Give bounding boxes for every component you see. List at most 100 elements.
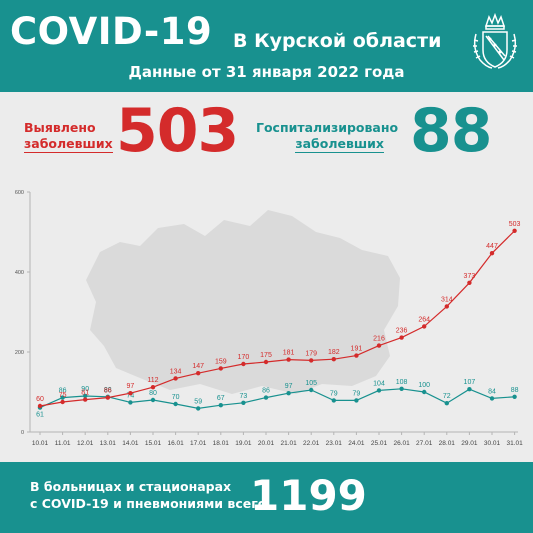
hospitalized-data-label: 88: [104, 387, 112, 394]
detected-data-label: 159: [215, 358, 227, 365]
hospitalized-point: [489, 396, 495, 401]
detected-point: [309, 358, 314, 363]
hospitalized-data-label: 108: [396, 379, 408, 386]
hospitalized-point: [263, 395, 269, 400]
detected-label: Выявлено заболевших: [24, 120, 113, 153]
hospitalized-data-label: 70: [172, 394, 180, 401]
detected-data-label: 81: [81, 390, 89, 397]
page-title: COVID-19: [10, 10, 213, 53]
coat-of-arms-icon: [473, 12, 517, 69]
detected-point: [150, 385, 156, 390]
detected-data-label: 373: [464, 273, 476, 280]
detected-data-label: 170: [238, 354, 250, 361]
hospitalized-data-label: 59: [194, 398, 202, 405]
hospitalized-data-label: 84: [488, 388, 496, 395]
hospitalized-point: [444, 401, 449, 406]
hospitalized-point: [128, 400, 133, 405]
detected-data-label: 314: [441, 296, 453, 303]
hospitalized-point: [218, 403, 223, 408]
x-tick-label: 13.01: [100, 440, 117, 447]
hospitalized-data-label: 88: [511, 387, 519, 394]
detected-point: [286, 357, 291, 362]
x-tick-label: 26.01: [393, 440, 410, 447]
detected-point: [354, 353, 359, 358]
x-tick-label: 22.01: [303, 440, 320, 447]
x-tick-label: 30.01: [484, 440, 501, 447]
hospitalized-data-label: 107: [464, 379, 476, 386]
hospitalized-data-label: 79: [330, 390, 338, 397]
x-axis: 10.01 11.01 12.01 13.01 14.01 15.01 16.01 17.01…: [30, 431, 523, 447]
hospitalized-data-label: 80: [149, 390, 157, 397]
detected-point: [128, 391, 133, 396]
detected-point: [399, 335, 404, 340]
hospitalized-data-label: 105: [305, 380, 317, 387]
y-tick-label: 0: [21, 430, 24, 436]
footer-text-line2: с COVID-19 и пневмониями всего: [30, 496, 267, 511]
hospitalized-point: [83, 393, 88, 399]
y-tick-label: 200: [15, 350, 24, 356]
hospitalized-data-label: 86: [59, 388, 67, 395]
hospitalized-point: [467, 387, 472, 392]
hospitalized-line: [39, 388, 515, 410]
region-map-shape: [86, 210, 400, 394]
detected-data-label: 182: [328, 349, 340, 356]
detected-point: [60, 399, 65, 405]
hospitalized-data-label: 72: [443, 393, 451, 400]
hospitalized-data-label: 104: [373, 380, 385, 387]
header-banner: [0, 0, 533, 92]
hospitalized-label-line2: заболевших: [295, 136, 384, 153]
y-tick-label: 600: [15, 190, 24, 196]
detected-data-label: 147: [192, 363, 204, 370]
detected-point: [241, 361, 246, 367]
cases-chart: 0 200 400 600 10.01 11.01 12.01 13.01 14.01 15.0…: [15, 190, 523, 447]
hospitalized-point: [286, 391, 291, 396]
footer-description: В больницах и стационарах с COVID-19 и п…: [30, 478, 266, 512]
hospitalized-data-label: 74: [127, 392, 135, 399]
x-tick-label: 16.01: [167, 440, 184, 447]
detected-point: [422, 324, 427, 329]
hospitalized-point: [512, 394, 517, 399]
hospitalized-point: [376, 388, 382, 393]
date-line: Данные от 31 января 2022 года: [128, 63, 405, 81]
detected-point: [263, 359, 269, 365]
x-tick-label: 31.01: [506, 440, 523, 447]
detected-data-label: 175: [260, 352, 272, 359]
x-tick-label: 29.01: [461, 440, 478, 447]
detected-point: [489, 251, 495, 256]
detected-point: [444, 304, 449, 309]
detected-data-label: 216: [373, 336, 385, 343]
hospitalized-data-label: 90: [81, 386, 89, 393]
detected-data-label: 447: [486, 243, 498, 250]
detected-data-label: 181: [283, 350, 295, 357]
footer-banner: [0, 462, 533, 533]
y-axis: 0 200 400 600: [15, 190, 31, 436]
hospitalized-data-label: 97: [285, 383, 293, 390]
detected-label-line1: Выявлено: [24, 120, 96, 135]
region-title: В Курской области: [233, 30, 442, 52]
hospitalized-point: [309, 387, 314, 393]
x-tick-label: 18.01: [213, 440, 230, 447]
hospitalized-data-label: 67: [217, 395, 225, 402]
x-tick-label: 17.01: [190, 440, 207, 447]
x-tick-label: 28.01: [439, 440, 456, 447]
x-tick-label: 23.01: [326, 440, 343, 447]
x-tick-label: 24.01: [348, 440, 365, 447]
hospitalized-point: [354, 398, 359, 403]
hospitalized-point: [241, 400, 246, 405]
detected-point: [512, 228, 517, 233]
hospitalized-point: [150, 397, 156, 403]
detected-data-label: 97: [127, 383, 135, 390]
hospitalized-data-label: 79: [353, 390, 361, 397]
hospitalized-data-label: 86: [262, 388, 270, 395]
hospitalized-point: [399, 386, 404, 391]
detected-point: [467, 280, 472, 285]
detected-data-label: 86: [104, 388, 112, 395]
detected-data-label: 112: [147, 377, 158, 384]
detected-data-label: 60: [36, 396, 44, 403]
x-tick-label: 20.01: [258, 440, 275, 447]
detected-line: [39, 230, 516, 407]
x-tick-label: 19.01: [235, 440, 252, 447]
series: 61 86 90 88 74 80 70 59 67 73 86 97 105 79 79 104 108 100…: [36, 221, 520, 419]
hospitalized-data-label: 61: [36, 412, 44, 419]
detected-data-label: 75: [59, 392, 67, 399]
